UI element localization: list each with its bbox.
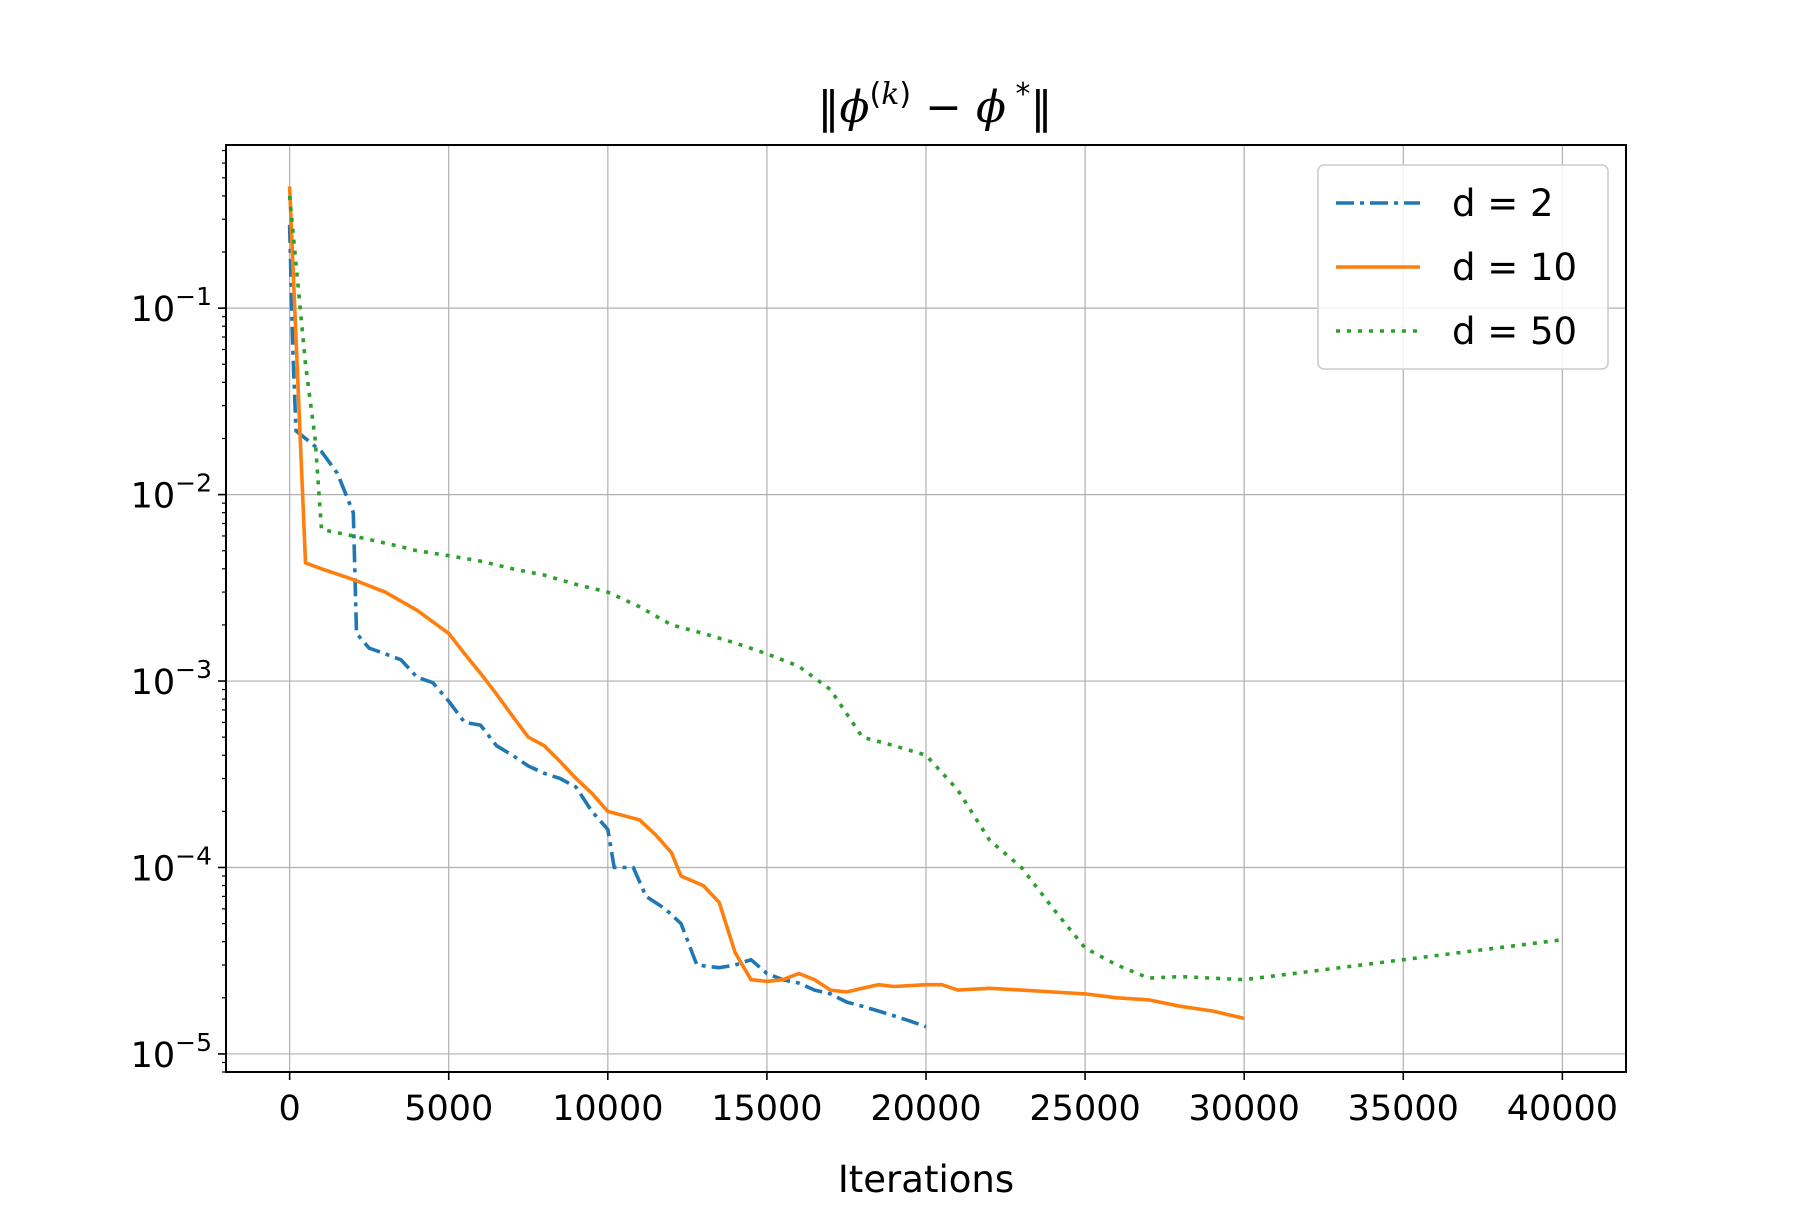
- y-tick-label: 10−3: [131, 655, 212, 703]
- y-tick-base: 10: [131, 849, 176, 889]
- series-line-1: [287, 224, 927, 1029]
- x-tick-label: 15000: [711, 1089, 822, 1129]
- series-line-2: [287, 186, 1245, 1021]
- legend-box: [1317, 164, 1609, 370]
- x-tick-label: 25000: [1029, 1089, 1140, 1129]
- x-tick-label: 0: [278, 1089, 300, 1129]
- y-tick-base: 10: [131, 1036, 176, 1076]
- x-tick-label: 30000: [1189, 1089, 1300, 1129]
- y-tick-base: 10: [131, 663, 176, 703]
- legend-label-1: d = 2: [1452, 182, 1554, 225]
- series-lines: [287, 186, 1563, 1029]
- y-axis: 10−110−210−310−410−5: [131, 149, 226, 1076]
- y-tick-exponent: −1: [175, 282, 212, 311]
- x-axis: 0 5000 10000 15000 20000 25000 30000 35000 40000: [278, 1072, 1618, 1129]
- y-tick-label: 10−5: [131, 1028, 212, 1076]
- x-axis-label: Iterations: [838, 1158, 1014, 1200]
- y-tick-exponent: −3: [175, 655, 212, 684]
- y-tick-exponent: −4: [175, 841, 212, 870]
- legend-label-2: d = 10: [1452, 246, 1577, 289]
- x-tick-label: 20000: [870, 1089, 981, 1129]
- legend: d = 2 d = 10 d = 50: [1317, 164, 1609, 370]
- chart-title: ‖ϕ(k) − ϕ *‖: [817, 77, 1052, 133]
- x-tick-label: 40000: [1507, 1089, 1618, 1129]
- x-tick-label: 35000: [1348, 1089, 1459, 1129]
- y-tick-base: 10: [131, 477, 176, 517]
- x-tick-label: 5000: [404, 1089, 493, 1129]
- series-line-3: [287, 195, 1563, 982]
- y-tick-exponent: −5: [175, 1028, 212, 1057]
- y-tick-exponent: −2: [175, 469, 212, 498]
- legend-label-3: d = 50: [1452, 310, 1577, 353]
- y-tick-label: 10−2: [131, 469, 212, 517]
- y-tick-label: 10−4: [131, 841, 212, 889]
- y-tick-label: 10−1: [131, 282, 212, 330]
- y-tick-base: 10: [131, 290, 176, 330]
- x-tick-label: 10000: [552, 1089, 663, 1129]
